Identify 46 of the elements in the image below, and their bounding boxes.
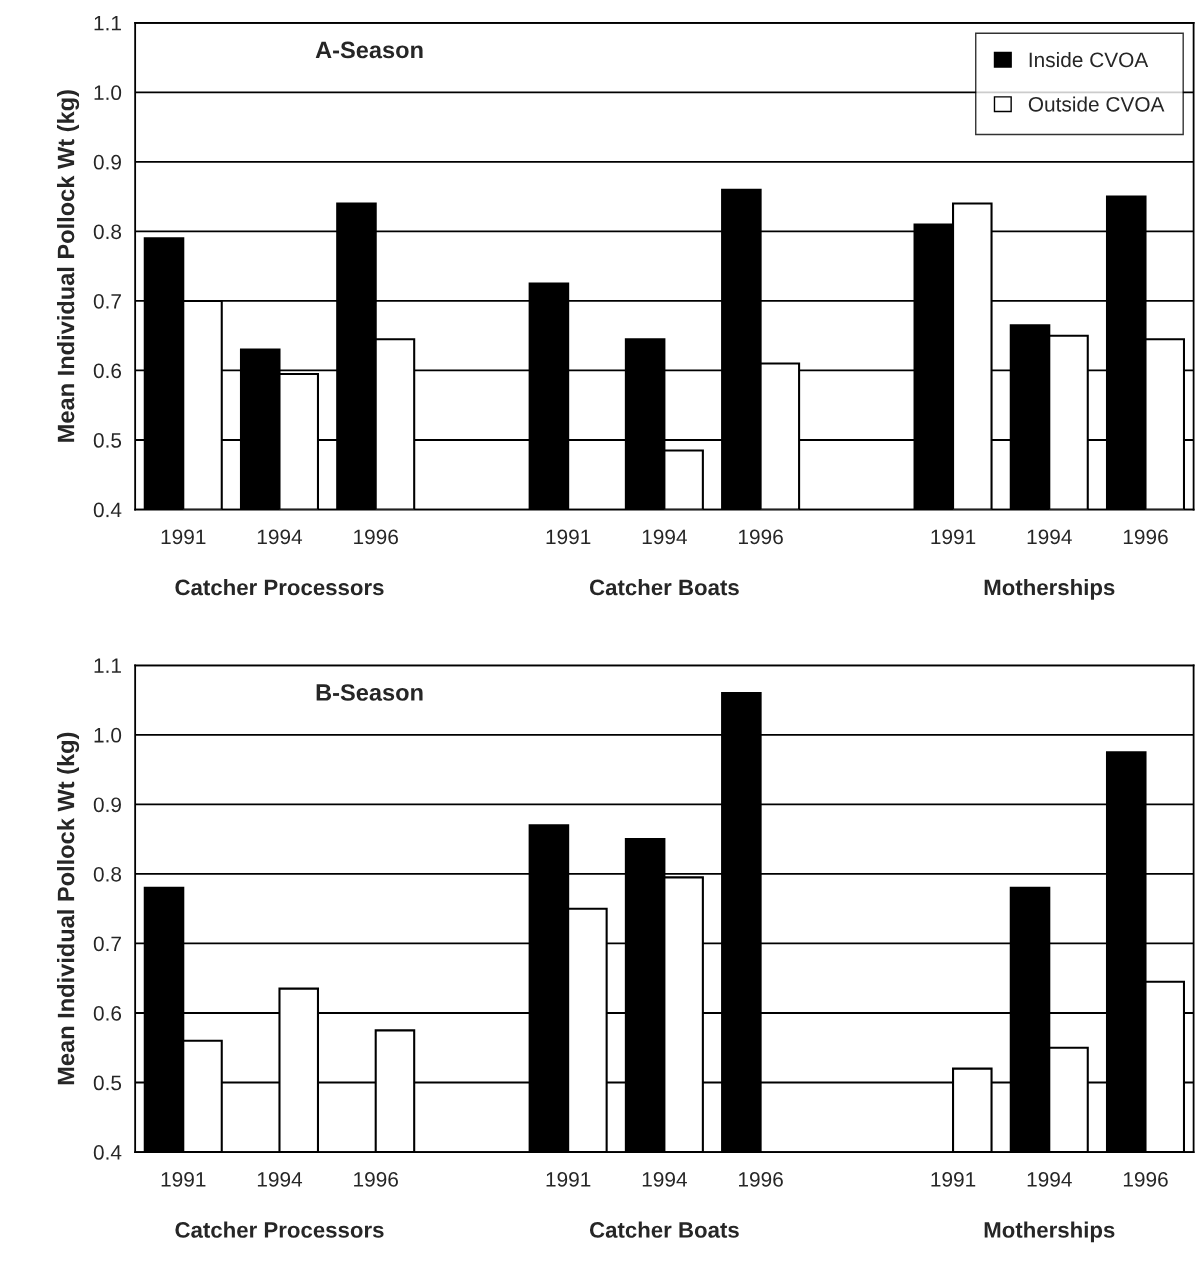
- x-tick-label: 1994: [1027, 529, 1072, 545]
- y-tick-label: 0.4: [93, 502, 122, 518]
- y-tick-label: 0.9: [93, 797, 121, 813]
- y-tick-label: 0.5: [93, 1075, 122, 1091]
- legend-label: Inside CVOA: [1029, 51, 1149, 68]
- text: A-Season: [315, 41, 423, 59]
- text: B-Season: [316, 684, 423, 701]
- x-tick-label: 1996: [1123, 529, 1168, 545]
- text: Catcher Processors: [175, 578, 384, 596]
- x-tick-label: 1991: [546, 529, 591, 545]
- x-tick-label: 1994: [257, 1172, 303, 1187]
- x-tick-label: 1991: [546, 1172, 591, 1187]
- x-tick-label: 1994: [1027, 1172, 1072, 1187]
- y-tick-label: 1.1: [94, 658, 121, 673]
- x-tick-label: 1991: [931, 529, 976, 545]
- y-tick-label: 0.6: [93, 1005, 122, 1021]
- x-tick-label: 1994: [642, 529, 687, 545]
- x-tick-label: 1994: [642, 1172, 687, 1187]
- y-tick-label: 1.1: [94, 16, 121, 31]
- y-tick-label: 0.9: [93, 154, 121, 170]
- x-tick-label: 1991: [161, 1172, 206, 1187]
- y-tick-label: 0.8: [93, 866, 122, 882]
- y-tick-label: 0.8: [93, 224, 122, 240]
- x-tick-label: 1994: [257, 529, 303, 545]
- y-tick-label: 1.0: [94, 85, 122, 101]
- x-tick-label: 1996: [739, 1172, 783, 1187]
- text: Catcher Boats: [589, 1221, 739, 1238]
- y-tick-label: 0.7: [93, 293, 121, 309]
- x-tick-label: 1996: [354, 529, 398, 545]
- x-tick-label: 1996: [354, 1172, 398, 1187]
- y-tick-label: 1.0: [94, 727, 122, 743]
- legend-label: Outside CVOA: [1028, 96, 1165, 112]
- text: Motherships: [984, 1221, 1115, 1243]
- text: Catcher Boats: [589, 578, 739, 596]
- y-tick-label: 0.4: [93, 1145, 122, 1160]
- x-tick-label: 1996: [1123, 1172, 1168, 1187]
- y-axis-title: Mean Individual Pollock Wt (kg): [56, 90, 80, 442]
- text: Catcher Processors: [175, 1221, 384, 1238]
- text: Motherships: [984, 578, 1115, 600]
- y-axis-title: Mean Individual Pollock Wt (kg): [56, 732, 80, 1085]
- y-tick-label: 0.5: [93, 433, 122, 448]
- y-tick-label: 0.6: [93, 363, 122, 379]
- x-tick-label: 1996: [739, 529, 783, 545]
- x-tick-label: 1991: [161, 529, 206, 545]
- x-tick-label: 1991: [931, 1172, 976, 1187]
- y-tick-label: 0.7: [93, 936, 121, 952]
